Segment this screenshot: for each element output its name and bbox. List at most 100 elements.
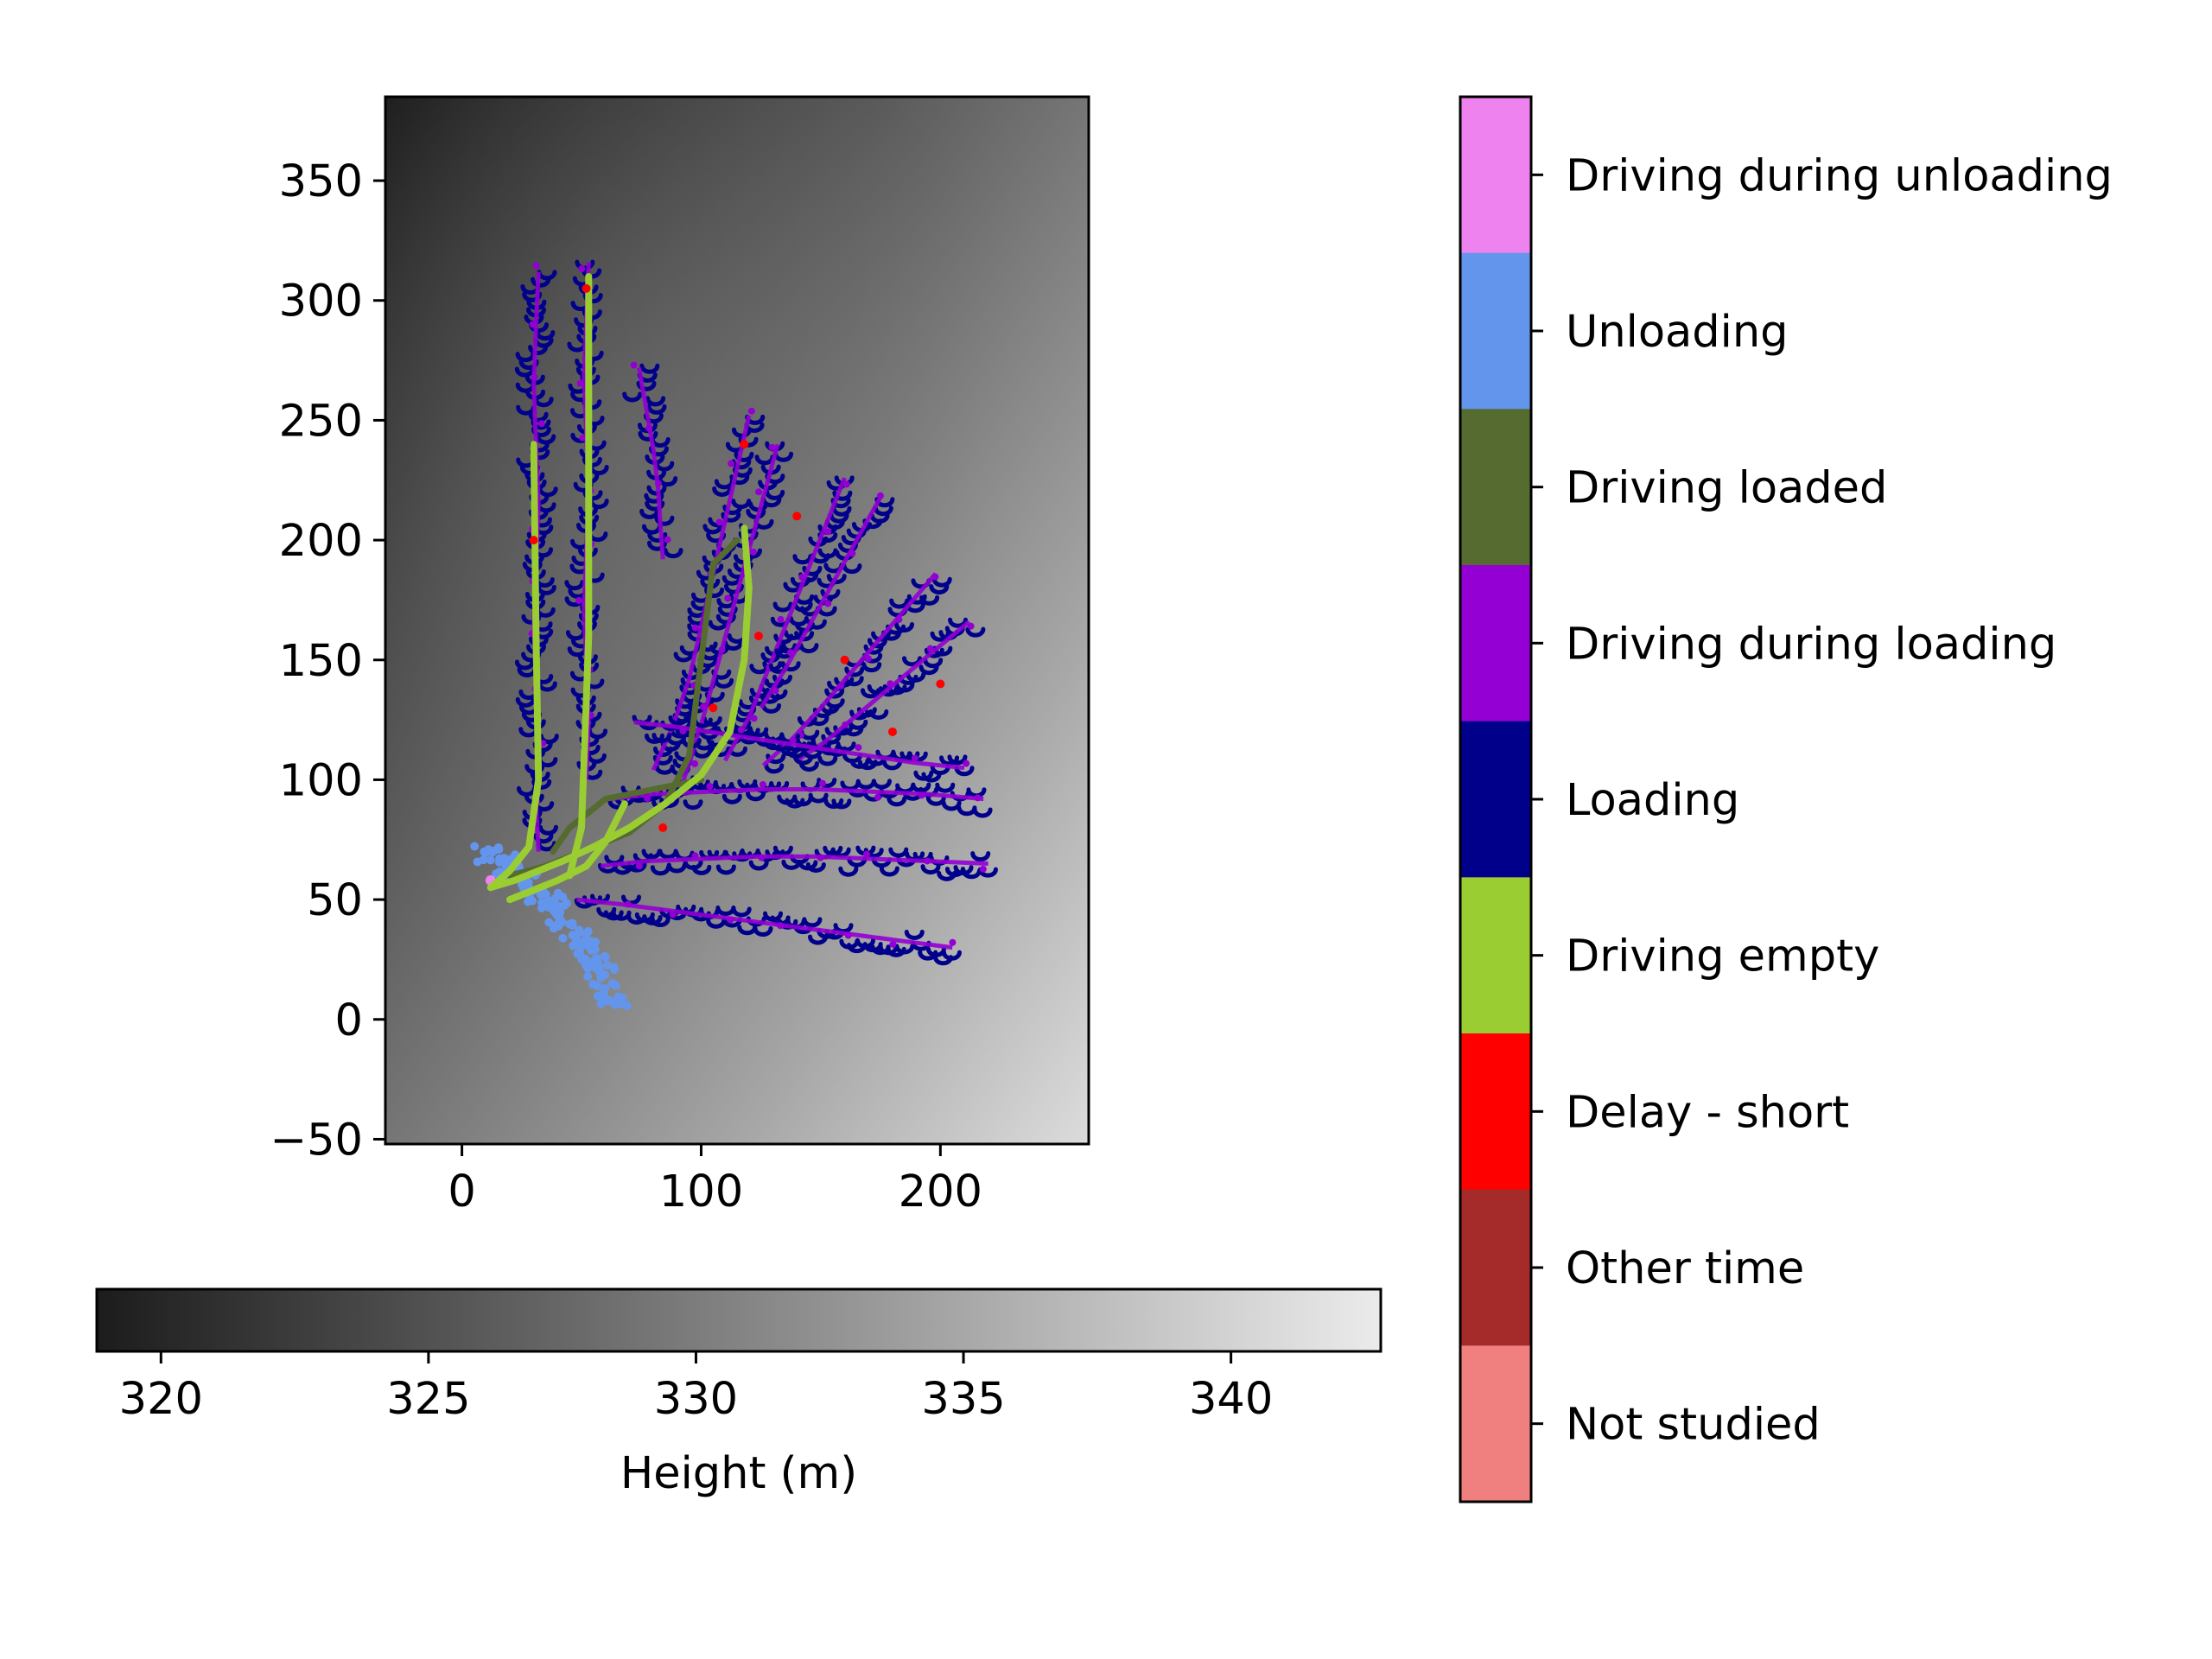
loading-point bbox=[921, 772, 942, 783]
loading-point bbox=[777, 794, 798, 805]
loading-point bbox=[638, 430, 658, 442]
loading-point bbox=[536, 584, 556, 595]
unloading-point bbox=[558, 893, 568, 902]
diagonal-strip bbox=[759, 492, 895, 714]
loading-point bbox=[965, 626, 986, 638]
loading-point bbox=[723, 640, 744, 652]
legend-swatch bbox=[1460, 877, 1531, 1034]
loading-point bbox=[889, 598, 910, 609]
loading-point bbox=[636, 380, 657, 391]
driving-during-loading-point bbox=[895, 616, 903, 624]
loading-point bbox=[923, 658, 944, 669]
legend-swatch bbox=[1460, 565, 1531, 722]
loading-point bbox=[948, 617, 969, 628]
driving-during-loading-point bbox=[578, 265, 586, 273]
legend-swatch bbox=[1460, 1033, 1531, 1191]
driving-during-loading-path bbox=[637, 366, 665, 560]
loading-point bbox=[715, 864, 736, 875]
loading-point bbox=[764, 763, 785, 774]
driving-empty-path bbox=[566, 273, 593, 880]
loading-point bbox=[514, 366, 535, 378]
loading-point bbox=[644, 493, 664, 504]
driving-during-loading-path bbox=[759, 495, 883, 709]
driving-during-loading-point bbox=[924, 857, 931, 865]
loading-point bbox=[935, 782, 956, 793]
horizontal-strip bbox=[632, 715, 975, 783]
loading-point bbox=[737, 925, 758, 936]
unloading-point bbox=[550, 893, 560, 903]
unloading-point bbox=[582, 956, 591, 965]
loading-point bbox=[867, 638, 887, 649]
loading-point bbox=[721, 512, 741, 523]
driving-during-loading-point bbox=[855, 744, 862, 752]
driving-during-loading-point bbox=[777, 922, 785, 930]
loading-point bbox=[611, 910, 632, 921]
loading-point bbox=[844, 666, 865, 677]
diagonal-strip bbox=[622, 361, 683, 560]
driving-during-loading-point bbox=[699, 703, 707, 711]
unloading-point bbox=[594, 961, 604, 970]
loading-point bbox=[913, 770, 934, 781]
unloading-point bbox=[596, 999, 606, 1008]
loading-point bbox=[772, 601, 793, 613]
driving-during-loading-point bbox=[824, 528, 832, 536]
height-tick-label: 340 bbox=[1189, 1374, 1273, 1425]
diagonal-strip bbox=[795, 617, 986, 772]
driving-during-loading-point bbox=[715, 518, 723, 526]
driving-loaded-path bbox=[550, 776, 704, 855]
unloading-point bbox=[486, 855, 495, 865]
loading-point bbox=[888, 847, 909, 858]
legend-swatch bbox=[1460, 97, 1531, 254]
driving-during-loading-path bbox=[795, 620, 971, 763]
unloading-point bbox=[484, 845, 493, 855]
driving-during-loading-point bbox=[645, 424, 653, 432]
y-tick-label: 0 bbox=[335, 995, 363, 1046]
loading-point bbox=[930, 631, 950, 642]
legend-label: Not studied bbox=[1566, 1400, 1821, 1451]
loading-point bbox=[582, 456, 602, 467]
loading-point bbox=[652, 754, 673, 766]
loading-point bbox=[842, 753, 863, 764]
loading-point bbox=[531, 276, 551, 288]
x-tick-label: 0 bbox=[448, 1166, 475, 1217]
loading-point bbox=[887, 796, 907, 807]
driving-during-loading-path bbox=[576, 897, 953, 950]
legend-swatch bbox=[1460, 721, 1531, 878]
loading-point bbox=[702, 715, 722, 727]
loading-point bbox=[761, 702, 782, 714]
horizontal-strip bbox=[574, 893, 962, 966]
delay-short-point bbox=[936, 679, 945, 689]
driving-during-loading-point bbox=[749, 548, 757, 556]
driving-during-loading-point bbox=[575, 596, 582, 604]
loading-point bbox=[842, 563, 862, 575]
loading-point bbox=[939, 755, 960, 766]
driving-during-loading-point bbox=[635, 862, 643, 870]
loading-point bbox=[826, 574, 847, 585]
unloading-point bbox=[527, 896, 537, 906]
unloading-point bbox=[583, 926, 593, 936]
driving-during-loading-point bbox=[949, 938, 957, 946]
loading-point bbox=[645, 396, 666, 407]
legend-label: Other time bbox=[1566, 1243, 1804, 1294]
unloading-point bbox=[611, 981, 620, 990]
loading-point bbox=[647, 531, 668, 543]
loading-point bbox=[746, 791, 766, 802]
driving-during-loading-point bbox=[768, 443, 776, 451]
driving-during-loading-point bbox=[889, 940, 897, 948]
legend-swatch bbox=[1460, 1345, 1531, 1503]
driving-during-loading-point bbox=[862, 850, 870, 858]
driving-during-loading-point bbox=[786, 649, 794, 657]
driving-during-loading-point bbox=[842, 480, 850, 488]
height-colorbar-gradient bbox=[95, 1287, 1382, 1353]
loading-point bbox=[515, 352, 536, 363]
driving-during-loading-point bbox=[817, 854, 824, 861]
loading-point bbox=[515, 696, 536, 708]
loading-point bbox=[639, 363, 660, 374]
loading-point bbox=[646, 540, 667, 551]
driving-during-loading-point bbox=[750, 715, 758, 722]
map-frame bbox=[384, 95, 1090, 1146]
unloading-point bbox=[479, 855, 488, 865]
unloading-point bbox=[589, 941, 599, 950]
loading-point bbox=[932, 955, 953, 966]
driving-during-loading-point bbox=[974, 794, 982, 802]
